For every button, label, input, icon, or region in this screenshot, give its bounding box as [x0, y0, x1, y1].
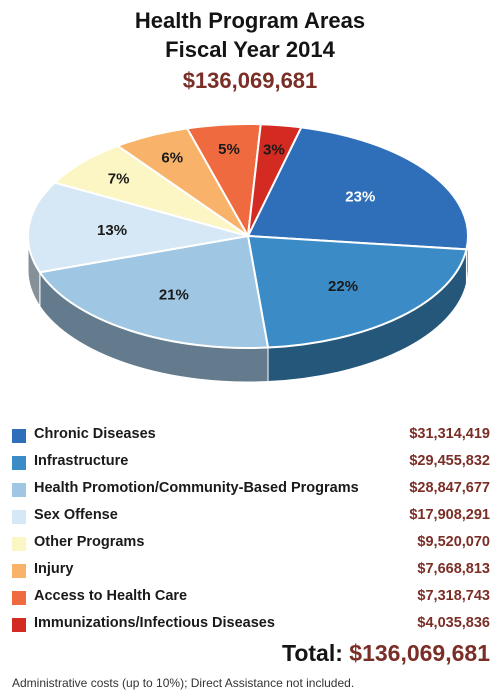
pie-label-4: 7% [108, 171, 130, 188]
total-label: Total: [282, 640, 343, 666]
legend-label: Immunizations/Infectious Diseases [34, 615, 275, 631]
pie-slices [27, 123, 469, 349]
legend-value: $7,318,743 [417, 588, 490, 604]
legend-label: Injury [34, 561, 74, 577]
legend-value: $28,847,677 [409, 480, 490, 496]
legend-swatch [12, 510, 26, 524]
footnote: Administrative costs (up to 10%); Direct… [12, 676, 355, 690]
legend-item: Health Promotion/Community-Based Program… [12, 478, 490, 505]
total-value: $136,069,681 [349, 640, 490, 666]
pie-label-3: 13% [97, 222, 127, 239]
pie-label-1: 22% [328, 278, 358, 295]
chart-title-block: Health Program Areas Fiscal Year 2014 $1… [0, 6, 500, 96]
pie-label-6: 5% [218, 141, 240, 158]
legend-item: Injury $7,668,813 [12, 559, 490, 586]
pie-label-2: 21% [159, 286, 189, 303]
legend-item: Chronic Diseases $31,314,419 [12, 424, 490, 451]
legend-item: Infrastructure $29,455,832 [12, 451, 490, 478]
pie-slice-1 [246, 234, 468, 349]
legend-item: Other Programs $9,520,070 [12, 532, 490, 559]
legend-swatch [12, 429, 26, 443]
pie-slice-0 [246, 126, 469, 251]
legend-item: Access to Health Care $7,318,743 [12, 586, 490, 613]
pie-slice-2 [38, 234, 270, 349]
pie-slice-3 [27, 181, 249, 274]
pie-slice-7 [247, 123, 303, 237]
legend-label: Other Programs [34, 534, 145, 550]
legend-value: $9,520,070 [417, 534, 490, 550]
legend-value: $31,314,419 [409, 426, 490, 442]
legend-value: $7,668,813 [417, 561, 490, 577]
legend-value: $17,908,291 [409, 507, 490, 523]
total-row: Total: $136,069,681 [282, 640, 490, 667]
pie-labels: 23% 22% 21% 13% 7% 6% 5% 3% [97, 141, 375, 303]
legend-item: Immunizations/Infectious Diseases $4,035,… [12, 613, 490, 640]
legend-label: Infrastructure [34, 453, 129, 469]
legend-swatch [12, 591, 26, 605]
legend: Chronic Diseases $31,314,419 Infrastructur… [12, 424, 490, 640]
pie-label-7: 3% [263, 142, 285, 159]
legend-label: Health Promotion/Community-Based Program… [34, 480, 359, 496]
chart-subtitle: Fiscal Year 2014 [165, 37, 335, 62]
legend-swatch [12, 618, 26, 632]
pie-label-5: 6% [161, 150, 183, 167]
legend-value: $4,035,836 [417, 615, 490, 631]
legend-swatch [12, 456, 26, 470]
pie-chart: 23% 22% 21% 13% 7% 6% 5% 3% [0, 112, 500, 412]
legend-item: Sex Offense $17,908,291 [12, 505, 490, 532]
legend-swatch [12, 564, 26, 578]
legend-label: Access to Health Care [34, 588, 188, 604]
legend-swatch [12, 537, 26, 551]
pie-chart-svg: 23% 22% 21% 13% 7% 6% 5% 3% [27, 123, 469, 383]
legend-swatch [12, 483, 26, 497]
chart-total-amount: $136,069,681 [182, 68, 318, 93]
legend-value: $29,455,832 [409, 453, 490, 469]
pie-label-0: 23% [345, 189, 375, 206]
chart-title: Health Program Areas [134, 8, 366, 33]
legend-label: Sex Offense [34, 507, 118, 523]
legend-label: Chronic Diseases [34, 426, 156, 442]
